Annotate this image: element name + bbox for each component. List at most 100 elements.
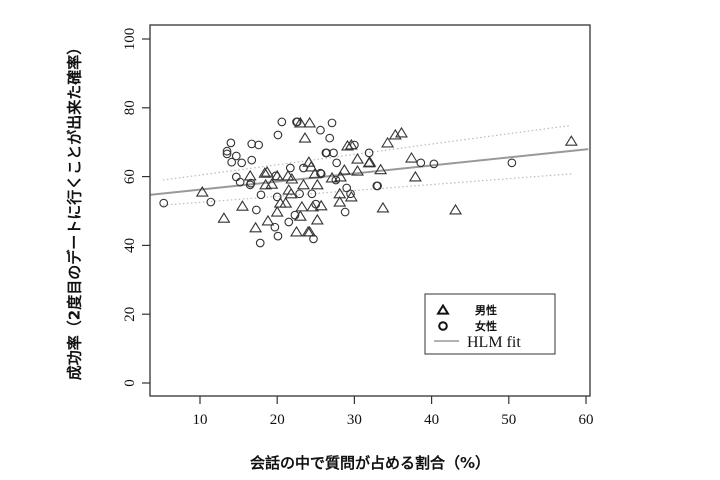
- y-tick-label: 80: [122, 100, 138, 115]
- female-point-circle: [270, 222, 280, 232]
- male-point-triangle: [564, 135, 578, 146]
- legend-label-fit: HLM fit: [467, 334, 521, 351]
- female-point-circle: [342, 183, 352, 193]
- female-point-circle: [206, 197, 216, 207]
- male-point-triangle: [260, 166, 274, 177]
- x-tick-label: 50: [501, 412, 516, 428]
- x-tick-label: 10: [193, 412, 208, 428]
- confidence-interval-lines: [162, 124, 572, 206]
- female-point-circle: [299, 163, 308, 173]
- female-point-circle: [255, 238, 265, 248]
- y-tick-label: 20: [122, 307, 138, 322]
- female-point-circle: [285, 163, 295, 173]
- female-point-circle: [316, 168, 325, 178]
- female-point-circle: [226, 138, 236, 148]
- male-point-triangle: [344, 190, 358, 202]
- male-point-triangle: [265, 178, 279, 189]
- male-point-triangle: [333, 196, 347, 207]
- female-point-circle: [322, 148, 331, 158]
- male-point-triangle: [344, 138, 358, 150]
- female-point-circle: [316, 169, 326, 179]
- male-point-triangle: [376, 201, 390, 213]
- female-point-circle: [271, 171, 281, 181]
- ci-upper-line: [162, 124, 572, 181]
- male-point-triangle: [408, 170, 422, 182]
- male-point-triangle: [306, 200, 320, 212]
- female-point-circle: [325, 133, 335, 143]
- x-axis: 10 20 30 40 50 60: [193, 396, 594, 428]
- female-point-circle: [277, 117, 287, 127]
- male-point-triangle: [351, 153, 364, 164]
- male-point-triangle: [304, 160, 318, 172]
- female-point-circle: [247, 139, 257, 149]
- x-tick-label: 30: [347, 412, 362, 428]
- male-point-triangle: [395, 126, 408, 138]
- male-point-triangle: [261, 214, 275, 226]
- female-point-circle: [292, 117, 302, 127]
- female-point-circle: [273, 130, 283, 140]
- male-point-triangle: [337, 164, 351, 175]
- legend-label-female: 女性: [475, 319, 497, 333]
- male-point-triangle: [314, 199, 328, 211]
- male-point-triangle: [249, 221, 263, 233]
- female-point-circle: [373, 181, 382, 191]
- male-point-triangle: [259, 178, 273, 190]
- male-point-triangle: [381, 136, 395, 148]
- female-point-circle: [273, 231, 283, 241]
- male-point-triangle: [293, 210, 307, 221]
- female-point-circle: [231, 172, 241, 182]
- x-tick-label: 60: [579, 412, 594, 428]
- y-axis-label: 成功率（2度目のデートに行くことが出来た確率）: [65, 39, 84, 381]
- x-tick-label: 20: [270, 412, 285, 428]
- x-tick-label: 40: [424, 412, 439, 428]
- male-point-triangle: [295, 200, 309, 212]
- y-axis: 0 20 40 60 80 100: [122, 28, 150, 387]
- male-point-triangle: [285, 172, 299, 184]
- female-point-circle: [247, 155, 257, 165]
- female-point-circle: [416, 158, 426, 168]
- male-point-triangle: [195, 186, 209, 197]
- male-point-triangle: [351, 165, 364, 176]
- female-point-circle: [346, 189, 355, 199]
- legend-circle-icon: [438, 321, 448, 331]
- male-point-triangle: [310, 213, 324, 225]
- data-points: [159, 116, 578, 248]
- fit-line: [149, 148, 589, 196]
- y-tick-label: 0: [122, 379, 138, 387]
- male-point-triangle: [363, 156, 377, 167]
- female-point-circle: [222, 149, 232, 159]
- male-point-triangle: [290, 225, 303, 237]
- male-point-triangle: [303, 116, 317, 128]
- male-point-triangle: [284, 187, 298, 199]
- female-point-circle: [235, 177, 245, 187]
- female-point-circle: [246, 178, 256, 188]
- female-point-circle: [340, 207, 350, 217]
- hlm-fit-line: [149, 148, 589, 196]
- female-point-circle: [295, 189, 304, 199]
- female-point-circle: [364, 148, 374, 158]
- female-point-circle: [290, 210, 300, 220]
- male-point-triangle: [301, 225, 315, 237]
- legend-label-male: 男性: [475, 303, 497, 317]
- male-point-triangle: [270, 205, 284, 217]
- female-point-circle: [237, 158, 247, 168]
- male-point-triangle: [273, 197, 287, 208]
- female-point-circle: [284, 217, 294, 227]
- female-point-circle: [331, 175, 341, 185]
- female-point-circle: [227, 157, 237, 167]
- male-point-triangle: [298, 132, 312, 143]
- female-point-circle: [307, 189, 317, 199]
- female-point-circle: [332, 158, 341, 168]
- male-point-triangle: [217, 212, 231, 223]
- female-point-circle: [272, 192, 282, 202]
- female-point-circle: [222, 146, 232, 156]
- male-point-triangle: [279, 197, 293, 208]
- female-point-circle: [231, 151, 241, 161]
- male-point-triangle: [281, 169, 295, 181]
- female-point-circle: [429, 159, 439, 169]
- female-point-circle: [252, 205, 261, 215]
- female-point-circle: [309, 234, 318, 244]
- plot-frame: [149, 24, 591, 397]
- ci-lower-line: [162, 173, 572, 206]
